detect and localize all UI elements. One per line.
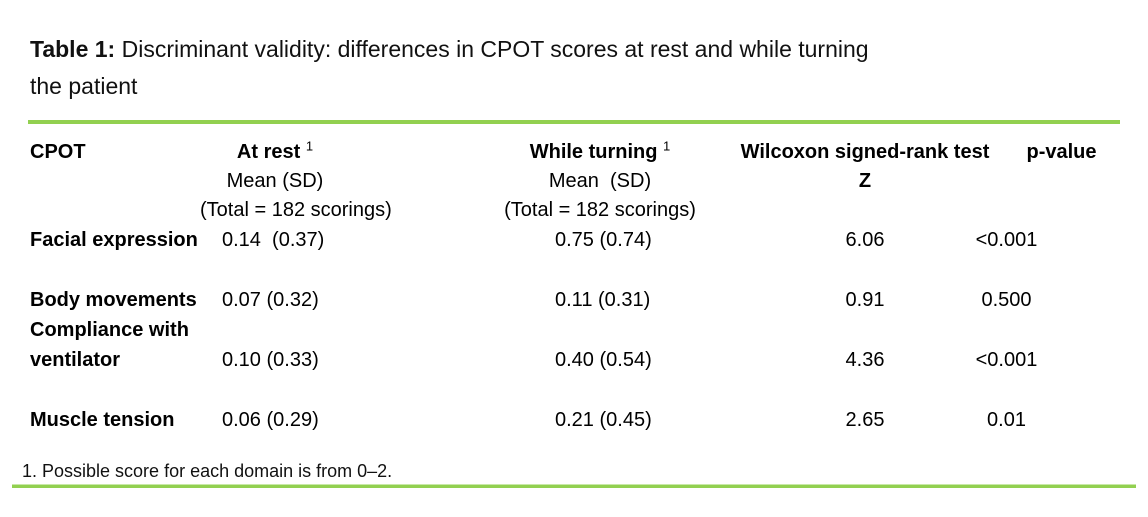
cell-while-turning: 0.21 (0.45)	[555, 409, 652, 431]
spacer-cell	[30, 375, 1118, 405]
at-rest-total-label: (Total = 182 scorings)	[200, 199, 392, 221]
table-row-compliance-label-line: Compliance with	[30, 315, 1118, 345]
column-header-cpot: CPOT	[30, 124, 200, 225]
p-value-text: <0.001	[975, 229, 1038, 251]
bottom-rule-divider	[12, 485, 1136, 488]
spacer-row	[30, 255, 1118, 285]
column-header-at-rest: At rest 1 Mean (SD) (Total = 182 scoring…	[200, 124, 392, 225]
row-label: Muscle tension	[30, 409, 175, 431]
row-label-line2: ventilator	[30, 349, 121, 371]
cell-at-rest: 0.07 (0.32)	[222, 289, 319, 311]
while-turning-total-label: (Total = 182 scorings)	[504, 199, 696, 221]
p-value-header-label: p-value	[1026, 141, 1097, 163]
cell-gap	[350, 405, 475, 435]
wilcoxon-header-label: Wilcoxon signed-rank test	[740, 141, 990, 163]
table-row-muscle-tension: Muscle tension 0.06 (0.29) 0.21 (0.45) 2…	[30, 405, 1118, 435]
table-caption-label: Table 1:	[30, 36, 116, 62]
row-label: Body movements	[30, 289, 197, 311]
row-label: Facial expression	[30, 229, 198, 251]
p-value-text: 0.500	[981, 289, 1032, 311]
top-rule-divider	[28, 120, 1120, 124]
table-row-facial-expression: Facial expression 0.14 (0.37) 0.75 (0.74…	[30, 225, 1118, 255]
cell-gap	[350, 285, 475, 315]
while-turning-title: While turning	[529, 141, 658, 163]
spacer-cell	[30, 255, 1118, 285]
cell-while-turning: 0.75 (0.74)	[555, 229, 652, 251]
cell-p-value: <0.001	[976, 345, 1118, 375]
cell-at-rest: 0.14 (0.37)	[222, 229, 325, 251]
cell-z-score: 0.91	[845, 289, 885, 311]
at-rest-title: At rest	[236, 141, 301, 163]
cell-at-rest: 0.06 (0.29)	[222, 409, 319, 431]
table-caption: Table 1: Discriminant validity: differen…	[0, 0, 1090, 105]
p-value-text: <0.001	[975, 349, 1038, 371]
p-value-text: 0.01	[987, 409, 1026, 431]
cell-gap	[350, 345, 475, 375]
column-header-while-turning: While turning 1 Mean (SD) (Total = 182 s…	[475, 124, 725, 225]
header-row: CPOT At rest 1 Mean (SD) (Total = 182 sc…	[30, 124, 1118, 225]
at-rest-header-label: At rest 1	[200, 138, 350, 167]
cell-while-turning: 0.11 (0.31)	[555, 289, 651, 311]
cpot-header-label: CPOT	[30, 141, 86, 163]
cell-at-rest: 0.10 (0.33)	[222, 349, 319, 371]
while-turning-mean-sd-label: Mean (SD)	[548, 170, 652, 192]
table-caption-line2: the patient	[30, 73, 138, 99]
column-header-wilcoxon: Wilcoxon signed-rank test Z	[725, 124, 1005, 225]
cell-z-score: 4.36	[845, 349, 885, 371]
cpot-table: CPOT At rest 1 Mean (SD) (Total = 182 sc…	[30, 124, 1118, 435]
cell-p-value: 0.01	[987, 405, 1118, 435]
cell-gap	[350, 225, 475, 255]
table-row-compliance-ventilator: ventilator 0.10 (0.33) 0.40 (0.54) 4.36 …	[30, 345, 1118, 375]
cell-p-value: 0.500	[981, 285, 1118, 315]
cell-while-turning: 0.40 (0.54)	[555, 349, 652, 371]
footnote: 1. Possible score for each domain is fro…	[22, 461, 393, 481]
row-label-line1: Compliance with	[30, 319, 189, 341]
while-turning-footnote-marker: 1	[663, 138, 671, 154]
at-rest-footnote-marker: 1	[305, 138, 314, 154]
table-caption-text: Discriminant validity: differences in CP…	[115, 36, 869, 62]
table-row-body-movements: Body movements 0.07 (0.32) 0.11 (0.31) 0…	[30, 285, 1118, 315]
empty-cells	[200, 315, 1118, 345]
wilcoxon-z-label: Z	[858, 170, 872, 192]
cell-z-score: 2.65	[845, 409, 885, 431]
cell-z-score: 6.06	[845, 229, 885, 251]
while-turning-header-label: While turning 1	[475, 138, 725, 167]
column-header-p-value: p-value	[1005, 124, 1118, 225]
cell-p-value: <0.001	[976, 225, 1118, 255]
spacer-row	[30, 375, 1118, 405]
at-rest-mean-sd-label: Mean (SD)	[226, 170, 324, 192]
